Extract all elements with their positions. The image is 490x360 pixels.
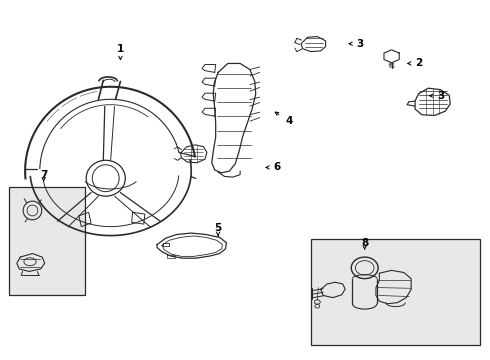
Text: 2: 2 (415, 58, 422, 68)
FancyBboxPatch shape (311, 239, 480, 345)
Text: 3: 3 (356, 39, 364, 49)
Text: 7: 7 (40, 170, 48, 180)
Text: 3: 3 (437, 91, 444, 101)
Text: 8: 8 (361, 238, 368, 248)
Text: 5: 5 (215, 224, 222, 233)
FancyBboxPatch shape (9, 187, 85, 295)
Text: 6: 6 (273, 162, 280, 172)
Text: 4: 4 (285, 116, 293, 126)
Text: 1: 1 (117, 44, 124, 54)
